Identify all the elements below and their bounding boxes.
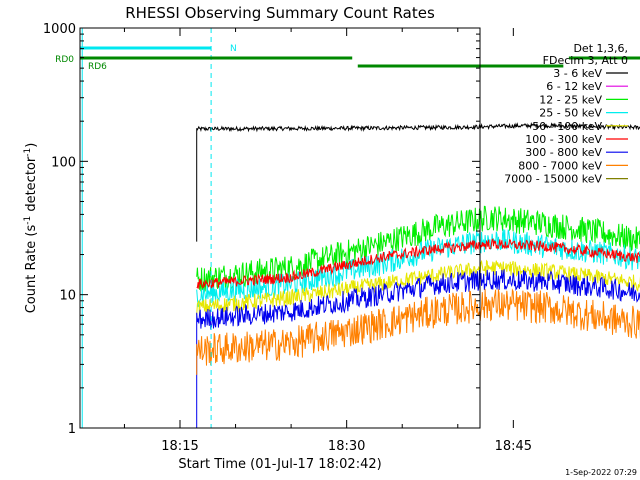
- legend-entry-label: 100 - 300 keV: [525, 133, 602, 146]
- flag-n: N: [80, 44, 237, 54]
- timestamp: 1-Sep-2022 07:29: [565, 468, 637, 477]
- legend-entry-7000-15000-kev: 7000 - 15000 keV: [504, 173, 628, 186]
- plot-frame: [79, 27, 481, 429]
- flag-rd6: RD6: [88, 62, 564, 72]
- series-100-300-kev: [196, 238, 640, 289]
- y-tick-label: 10: [59, 289, 76, 304]
- series-800-7000-kev-line: [196, 288, 640, 375]
- x-axis-label: Start Time (01-Jul-17 18:02:42): [178, 457, 381, 472]
- chart-title: RHESSI Observing Summary Count Rates: [125, 4, 435, 22]
- legend-entry-12-25-kev: 12 - 25 keV: [539, 93, 628, 106]
- flag-rd6-label: RD6: [88, 62, 107, 72]
- y-tick-label: 1000: [43, 22, 76, 37]
- series-12-25-kev: [196, 205, 640, 292]
- series-300-800-kev-line: [196, 269, 640, 428]
- y-axis-label-sup2: -1: [23, 148, 33, 157]
- flag-rd0-label: RD0: [55, 55, 74, 65]
- legend-entry-label: 25 - 50 keV: [539, 107, 602, 120]
- y-axis-label-end: ): [24, 143, 39, 148]
- series-50-100-kev-line: [196, 259, 640, 316]
- legend-entry-50-100-kev: 50 - 100 keV: [532, 120, 628, 133]
- legend-entry-label: 300 - 800 keV: [525, 146, 602, 159]
- legend-header-line-2: FDecim 3, Att 0: [543, 54, 628, 67]
- y-tick-label: 100: [51, 155, 76, 170]
- series-100-300-kev-line: [196, 238, 640, 289]
- series-300-800-kev: [196, 269, 640, 428]
- flag-layer: NSRD0RD6: [55, 44, 640, 72]
- series-50-100-kev: [196, 259, 640, 316]
- legend-entry-label: 800 - 7000 keV: [518, 159, 602, 172]
- x-tick-label: 18:30: [328, 439, 365, 454]
- legend-header-line-1: Det 1,3,6,: [573, 42, 628, 55]
- plot-area: NSRD0RD6 18:1518:3018:4519:0019:1519:301…: [43, 22, 640, 454]
- legend-entry-label: 3 - 6 keV: [553, 67, 602, 80]
- flag-rd0: RD0: [55, 55, 640, 65]
- legend-entry-25-50-kev: 25 - 50 keV: [539, 107, 628, 120]
- legend-entry-label: 50 - 100 keV: [532, 120, 602, 133]
- legend-entry-6-12-kev: 6 - 12 keV: [546, 80, 628, 93]
- y-axis-label-sup1: -1: [23, 216, 33, 225]
- y-axis-label: Count Rate (s-1 detector-1): [23, 143, 39, 314]
- x-tick-label: 18:45: [495, 439, 532, 454]
- flag-n-label: N: [230, 44, 237, 54]
- legend-entry-label: 6 - 12 keV: [546, 80, 602, 93]
- legend-entry-label: 12 - 25 keV: [539, 93, 602, 106]
- legend-entry-300-800-kev: 300 - 800 keV: [525, 146, 628, 159]
- y-axis-label-mid: detector: [24, 156, 39, 216]
- y-axis-label-main: Count Rate (s: [24, 225, 39, 314]
- legend-entry-3-6-kev: 3 - 6 keV: [553, 67, 628, 80]
- legend-entry-800-7000-kev: 800 - 7000 keV: [518, 159, 628, 172]
- x-tick-label: 18:15: [161, 439, 198, 454]
- marker-layer: [81, 28, 212, 428]
- y-tick-label: 1: [68, 422, 76, 437]
- legend-entry-label: 7000 - 15000 keV: [504, 173, 602, 186]
- series-layer: [196, 121, 640, 428]
- legend-entry-100-300-kev: 100 - 300 keV: [525, 133, 628, 146]
- series-12-25-kev-line: [196, 205, 640, 292]
- series-800-7000-kev: [196, 288, 640, 375]
